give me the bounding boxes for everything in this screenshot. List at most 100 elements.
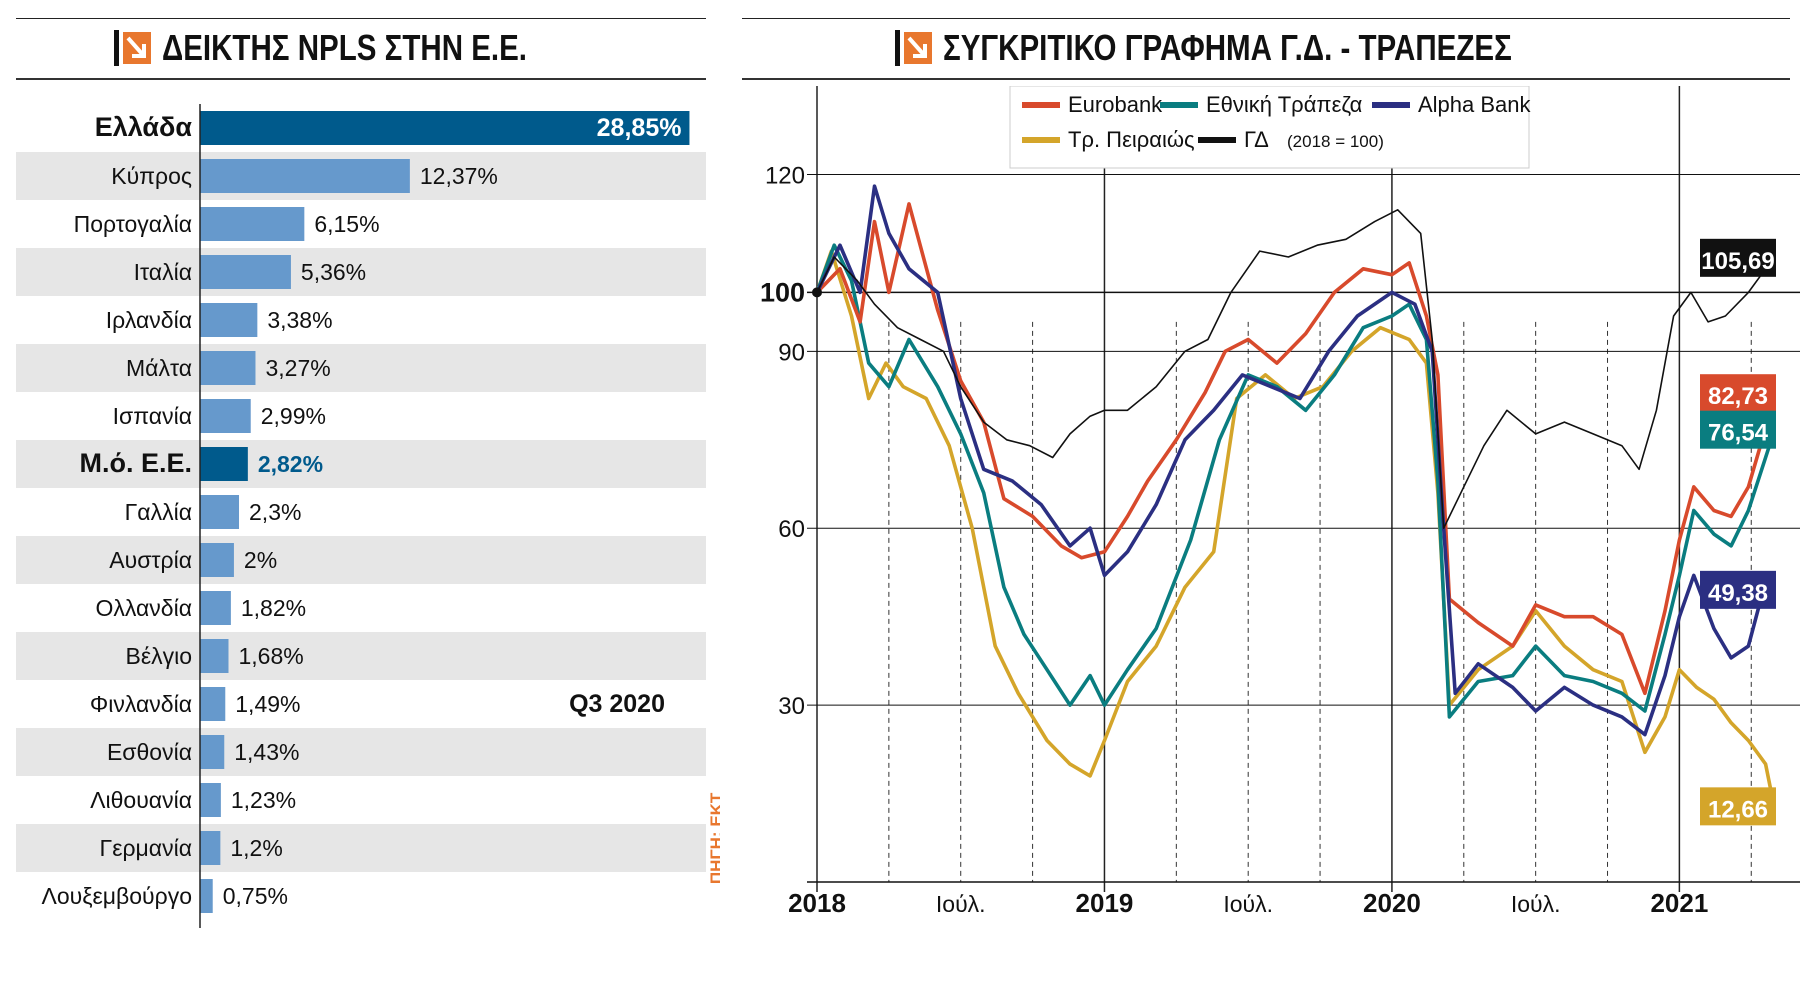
bar-category-label: Ελλάδα [95,112,193,142]
bar-14 [200,783,221,817]
bar-value-label: 1,82% [241,595,306,621]
legend-label: Eurobank [1068,92,1163,117]
bar-6 [200,399,251,433]
bar-7 [200,447,248,481]
end-value-badge-gd: 105,69 [1700,238,1776,277]
left-header-rule [16,78,706,80]
right-title: ΣΥΓΚΡΙΤΙΚΟ ΓΡΑΦΗΜΑ Γ.Δ. - ΤΡΑΠΕΖΕΣ [943,27,1512,68]
end-value-badge-bg [1700,787,1776,826]
bar-category-label: Αυστρία [109,547,192,573]
x-tick-label: 2021 [1650,888,1708,918]
bar-category-label: Μ.ό. Ε.Ε. [79,448,192,478]
bar-category-label: Λιθουανία [90,787,192,813]
bar-value-label: 5,36% [301,259,366,285]
series-line-alpha [815,184,1776,737]
legend-label: ΓΔ [1244,127,1269,152]
x-tick-label: Ιούλ. [936,891,986,917]
y-tick-label: 90 [778,339,805,366]
row-stripe [16,728,706,776]
end-value-label: 105,69 [1701,248,1774,275]
bar-8 [200,495,240,529]
bar-9 [200,543,234,577]
bar-value-label: 1,2% [230,835,282,861]
x-tick-label: 2018 [788,888,846,918]
base-note: (2018 = 100) [1287,132,1384,151]
bar-value-label: 1,23% [231,787,296,813]
legend-label: Alpha Bank [1418,92,1532,117]
bar-value-label: 1,43% [234,739,299,765]
npl-bar-chart: Ελλάδα 28,85% Κύπρος 12,37% Πορτογαλία 6,15% Ι… [16,104,720,928]
bar-11 [200,639,229,673]
source-label: ΠΗΓΗ: ΕΚΤ [707,792,720,884]
legend-box [1009,86,1530,169]
bar-category-label: Γερμανία [100,835,192,861]
arrow-logo-icon [895,30,933,66]
bar-value-label: 3,38% [267,307,332,333]
end-value-label: 82,73 [1708,383,1768,410]
bar-category-label: Ιταλία [134,259,192,285]
end-value-badge-bg [1700,238,1776,277]
x-tick-label: Ιούλ. [1223,891,1273,917]
bar-category-label: Γαλλία [125,499,192,525]
y-tick-label: 100 [760,277,805,307]
bar-value-label: 12,37% [420,163,498,189]
bar-3 [200,255,291,289]
bar-category-label: Ιρλανδία [106,307,192,333]
right-top-rule [742,18,1790,19]
series-line-gd [816,209,1775,529]
series-line-peiraios [815,249,1777,808]
row-stripe [16,344,706,392]
x-tick-label: Ιούλ. [1511,891,1561,917]
bar-5 [200,351,256,385]
left-title: ΔΕΙΚΤΗΣ NPLS ΣΤΗΝ Ε.Ε. [162,27,528,68]
bar-2 [200,207,305,241]
end-value-label: 76,54 [1708,420,1769,447]
bar-value-label: 2,99% [261,403,326,429]
bar-value-label: 2,82% [258,451,323,477]
row-stripe [16,536,706,584]
y-tick-label: 120 [765,162,805,189]
end-value-badge-bg [1700,410,1776,449]
bar-value-label: 2% [244,547,277,573]
left-top-rule [16,18,706,19]
legend: Eurobank Εθνική Τράπεζα Alpha Bank Τρ. Πειρ… [1009,86,1532,169]
bar-category-label: Κύπρος [111,163,192,189]
bar-13 [200,735,225,769]
bar-0 [200,111,690,145]
end-value-badge-peiraios: 12,66 [1700,787,1776,826]
y-tick-label: 30 [778,693,805,720]
row-stripe [16,248,706,296]
bar-category-label: Ολλανδία [95,595,192,621]
row-stripe [16,824,706,872]
left-header: ΔΕΙΚΤΗΣ NPLS ΣΤΗΝ Ε.Ε. [16,24,706,72]
bar-value-label: 0,75% [223,883,288,909]
bar-value-label: 28,85% [597,114,682,142]
bank-index-line-chart: 30 60 90 100 120 2018 Ιούλ. 2019 Ιούλ. 2020 Ιούλ. 2… [760,86,1800,918]
end-value-badge-alpha: 49,38 [1700,570,1776,609]
end-value-label: 12,66 [1708,796,1768,823]
bar-category-label: Βέλγιο [126,643,193,669]
bar-16 [200,879,213,913]
bar-15 [200,831,221,865]
end-value-badge-ethniki: 76,54 [1700,410,1776,449]
bar-10 [200,591,231,625]
x-tick-label: 2019 [1076,888,1134,918]
x-tick-label: 2020 [1363,888,1421,918]
base-point-marker [812,287,822,298]
series-line-ethniki [815,243,1777,719]
bar-value-label: 6,15% [314,211,379,237]
right-header-rule [742,78,1790,80]
bar-value-label: 1,49% [235,691,300,717]
bar-value-label: 3,27% [265,355,330,381]
bar-value-label: 2,3% [249,499,301,525]
y-tick-label: 60 [778,516,805,543]
bar-category-label: Μάλτα [126,355,192,381]
legend-label: Τρ. Πειραιώς [1068,127,1195,152]
row-stripe [16,632,706,680]
end-value-badge-eurobank: 82,73 [1700,374,1776,413]
end-value-label: 49,38 [1708,580,1768,607]
bar-category-label: Πορτογαλία [74,211,192,237]
legend-label: Εθνική Τράπεζα [1206,92,1363,117]
bar-category-label: Φινλανδία [90,691,192,717]
